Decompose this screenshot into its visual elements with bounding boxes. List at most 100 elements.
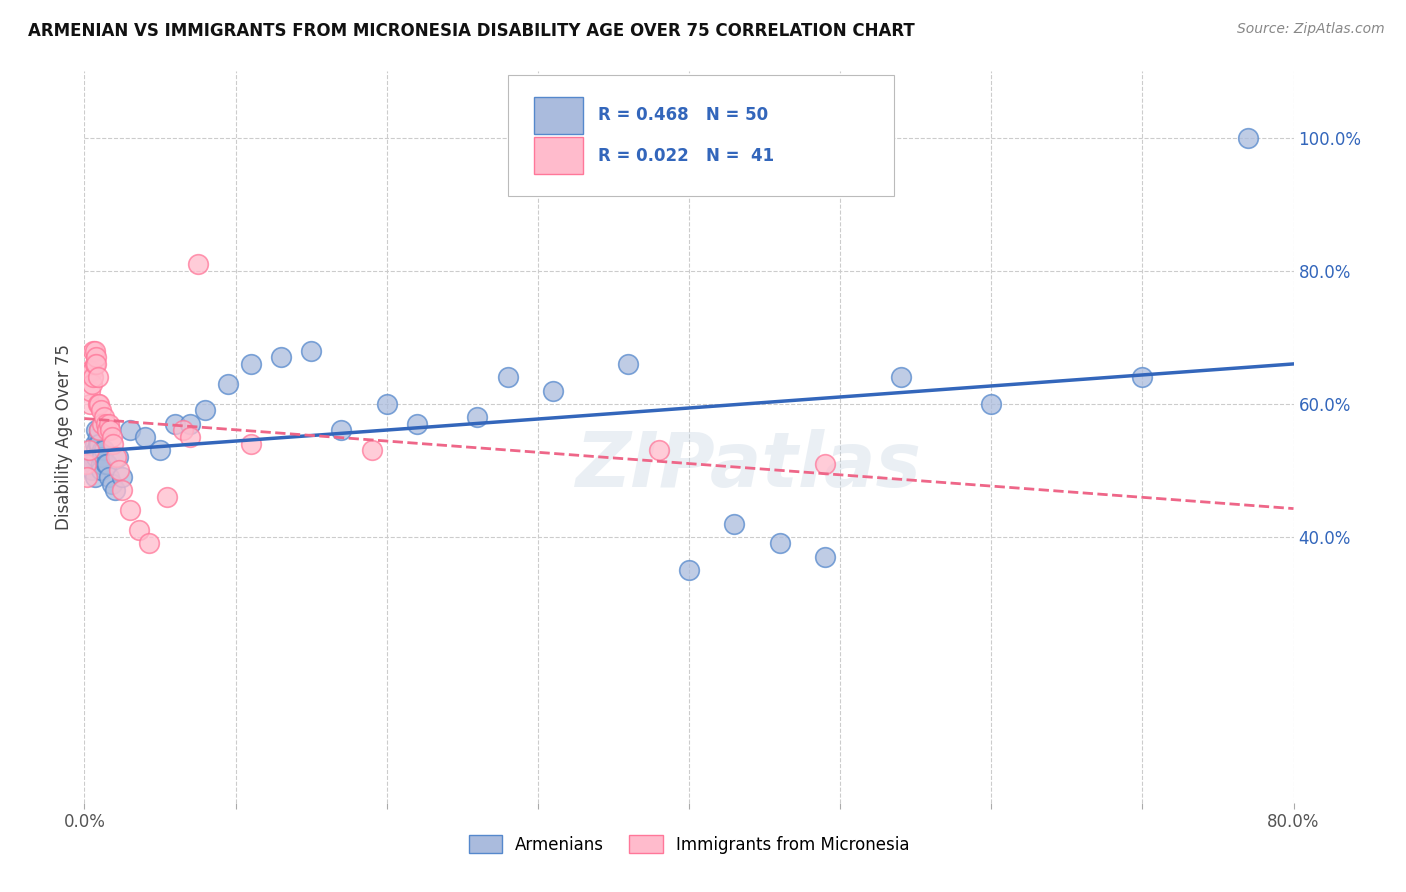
Point xyxy=(108,463,131,477)
Point xyxy=(93,443,115,458)
Point xyxy=(86,357,108,371)
Point xyxy=(76,470,98,484)
Point xyxy=(100,430,122,444)
Point xyxy=(111,470,134,484)
Text: ZIPatlas: ZIPatlas xyxy=(576,429,922,503)
Point xyxy=(118,424,141,438)
Point xyxy=(82,343,104,358)
Point xyxy=(91,417,114,431)
Point xyxy=(90,403,112,417)
Point xyxy=(84,343,107,358)
Point xyxy=(87,370,110,384)
Point xyxy=(77,457,100,471)
Point xyxy=(86,351,108,365)
FancyBboxPatch shape xyxy=(508,75,894,195)
Point xyxy=(467,410,489,425)
Point xyxy=(91,443,114,458)
Point xyxy=(134,430,156,444)
Point xyxy=(87,397,110,411)
Point xyxy=(496,370,519,384)
Point xyxy=(299,343,322,358)
Point xyxy=(814,457,837,471)
Point xyxy=(100,476,122,491)
Point xyxy=(107,450,129,464)
Point xyxy=(769,536,792,550)
Point xyxy=(406,417,429,431)
Point xyxy=(890,370,912,384)
Point xyxy=(105,450,128,464)
Point xyxy=(194,403,217,417)
Point xyxy=(97,417,120,431)
Point xyxy=(104,483,127,498)
Y-axis label: Disability Age Over 75: Disability Age Over 75 xyxy=(55,344,73,530)
Point xyxy=(89,424,111,438)
Point xyxy=(138,536,160,550)
Point xyxy=(89,424,111,438)
Point xyxy=(79,397,101,411)
Text: Source: ZipAtlas.com: Source: ZipAtlas.com xyxy=(1237,22,1385,37)
Point xyxy=(1237,131,1260,145)
FancyBboxPatch shape xyxy=(534,97,582,134)
Point xyxy=(77,443,100,458)
Point xyxy=(80,463,103,477)
Point xyxy=(172,424,194,438)
Point xyxy=(91,450,114,464)
Point xyxy=(149,443,172,458)
Point xyxy=(723,516,745,531)
Point xyxy=(96,457,118,471)
Point xyxy=(678,563,700,577)
Point xyxy=(179,430,201,444)
Point xyxy=(96,424,118,438)
Text: R = 0.468   N = 50: R = 0.468 N = 50 xyxy=(599,106,768,124)
Point xyxy=(217,376,239,391)
Point xyxy=(94,417,117,431)
Point xyxy=(93,410,115,425)
Point xyxy=(156,490,179,504)
Point xyxy=(77,363,100,377)
Point xyxy=(617,357,640,371)
Point xyxy=(187,257,209,271)
Point xyxy=(82,450,104,464)
Point xyxy=(648,443,671,458)
Point xyxy=(84,436,107,450)
Point xyxy=(84,470,107,484)
Point xyxy=(330,424,353,438)
Point xyxy=(270,351,292,365)
Point xyxy=(111,483,134,498)
Point xyxy=(86,424,108,438)
Legend: Armenians, Immigrants from Micronesia: Armenians, Immigrants from Micronesia xyxy=(461,829,917,860)
Point xyxy=(79,384,101,398)
Text: R = 0.022   N =  41: R = 0.022 N = 41 xyxy=(599,147,775,165)
Point xyxy=(84,357,107,371)
Point xyxy=(82,457,104,471)
Point xyxy=(87,430,110,444)
Point xyxy=(86,450,108,464)
Point xyxy=(360,443,382,458)
Point xyxy=(94,457,117,471)
Point xyxy=(86,443,108,458)
Point xyxy=(82,370,104,384)
Point xyxy=(98,424,121,438)
Point xyxy=(239,436,262,450)
Point xyxy=(239,357,262,371)
Point xyxy=(814,549,837,564)
Point xyxy=(87,436,110,450)
Text: ARMENIAN VS IMMIGRANTS FROM MICRONESIA DISABILITY AGE OVER 75 CORRELATION CHART: ARMENIAN VS IMMIGRANTS FROM MICRONESIA D… xyxy=(28,22,915,40)
Point xyxy=(90,463,112,477)
Point xyxy=(179,417,201,431)
Point xyxy=(97,470,120,484)
Point xyxy=(75,457,97,471)
Point xyxy=(1130,370,1153,384)
Point xyxy=(118,503,141,517)
Point xyxy=(165,417,187,431)
Point xyxy=(89,397,111,411)
Point xyxy=(90,457,112,471)
Point xyxy=(89,436,111,450)
Point xyxy=(80,363,103,377)
Point xyxy=(101,436,124,450)
Point xyxy=(375,397,398,411)
FancyBboxPatch shape xyxy=(534,137,582,174)
Point xyxy=(128,523,150,537)
Point xyxy=(80,376,103,391)
Point xyxy=(541,384,564,398)
